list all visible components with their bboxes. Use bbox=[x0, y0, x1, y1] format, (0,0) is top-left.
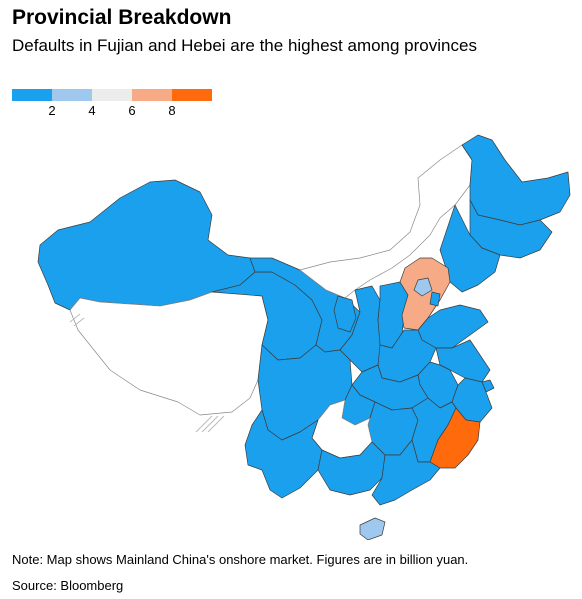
province-tianjin bbox=[429, 291, 441, 307]
footnote: Note: Map shows Mainland China's onshore… bbox=[12, 552, 469, 567]
province-ningxia bbox=[333, 295, 357, 333]
source-credit: Source: Bloomberg bbox=[12, 578, 124, 593]
legend-tick-6: 6 bbox=[128, 103, 136, 118]
province-yunnan bbox=[244, 409, 323, 499]
legend-bin-1 bbox=[12, 89, 52, 101]
china-provinces-map bbox=[37, 134, 571, 540]
province-fujian bbox=[429, 407, 481, 469]
legend-tick-4: 4 bbox=[88, 103, 96, 118]
legend-bin-4 bbox=[132, 89, 172, 101]
legend-bin-5 bbox=[172, 89, 212, 101]
province-hainan bbox=[359, 517, 386, 540]
legend-tick-8: 8 bbox=[168, 103, 176, 118]
color-legend: 2 4 6 8 bbox=[12, 89, 214, 119]
disputed-area-hatch bbox=[69, 313, 225, 433]
legend-bin-2 bbox=[52, 89, 92, 101]
legend-bin-3 bbox=[92, 89, 132, 101]
province-liaoning bbox=[439, 204, 501, 293]
chart-subtitle: Defaults in Fujian and Hebei are the hig… bbox=[12, 36, 477, 55]
province-beijing bbox=[413, 277, 433, 297]
chart-title: Provincial Breakdown bbox=[12, 6, 232, 29]
province-guangdong bbox=[371, 439, 441, 506]
province-heilongjiang bbox=[461, 134, 571, 226]
legend-tick-2: 2 bbox=[48, 103, 56, 118]
province-tibet bbox=[69, 284, 269, 416]
